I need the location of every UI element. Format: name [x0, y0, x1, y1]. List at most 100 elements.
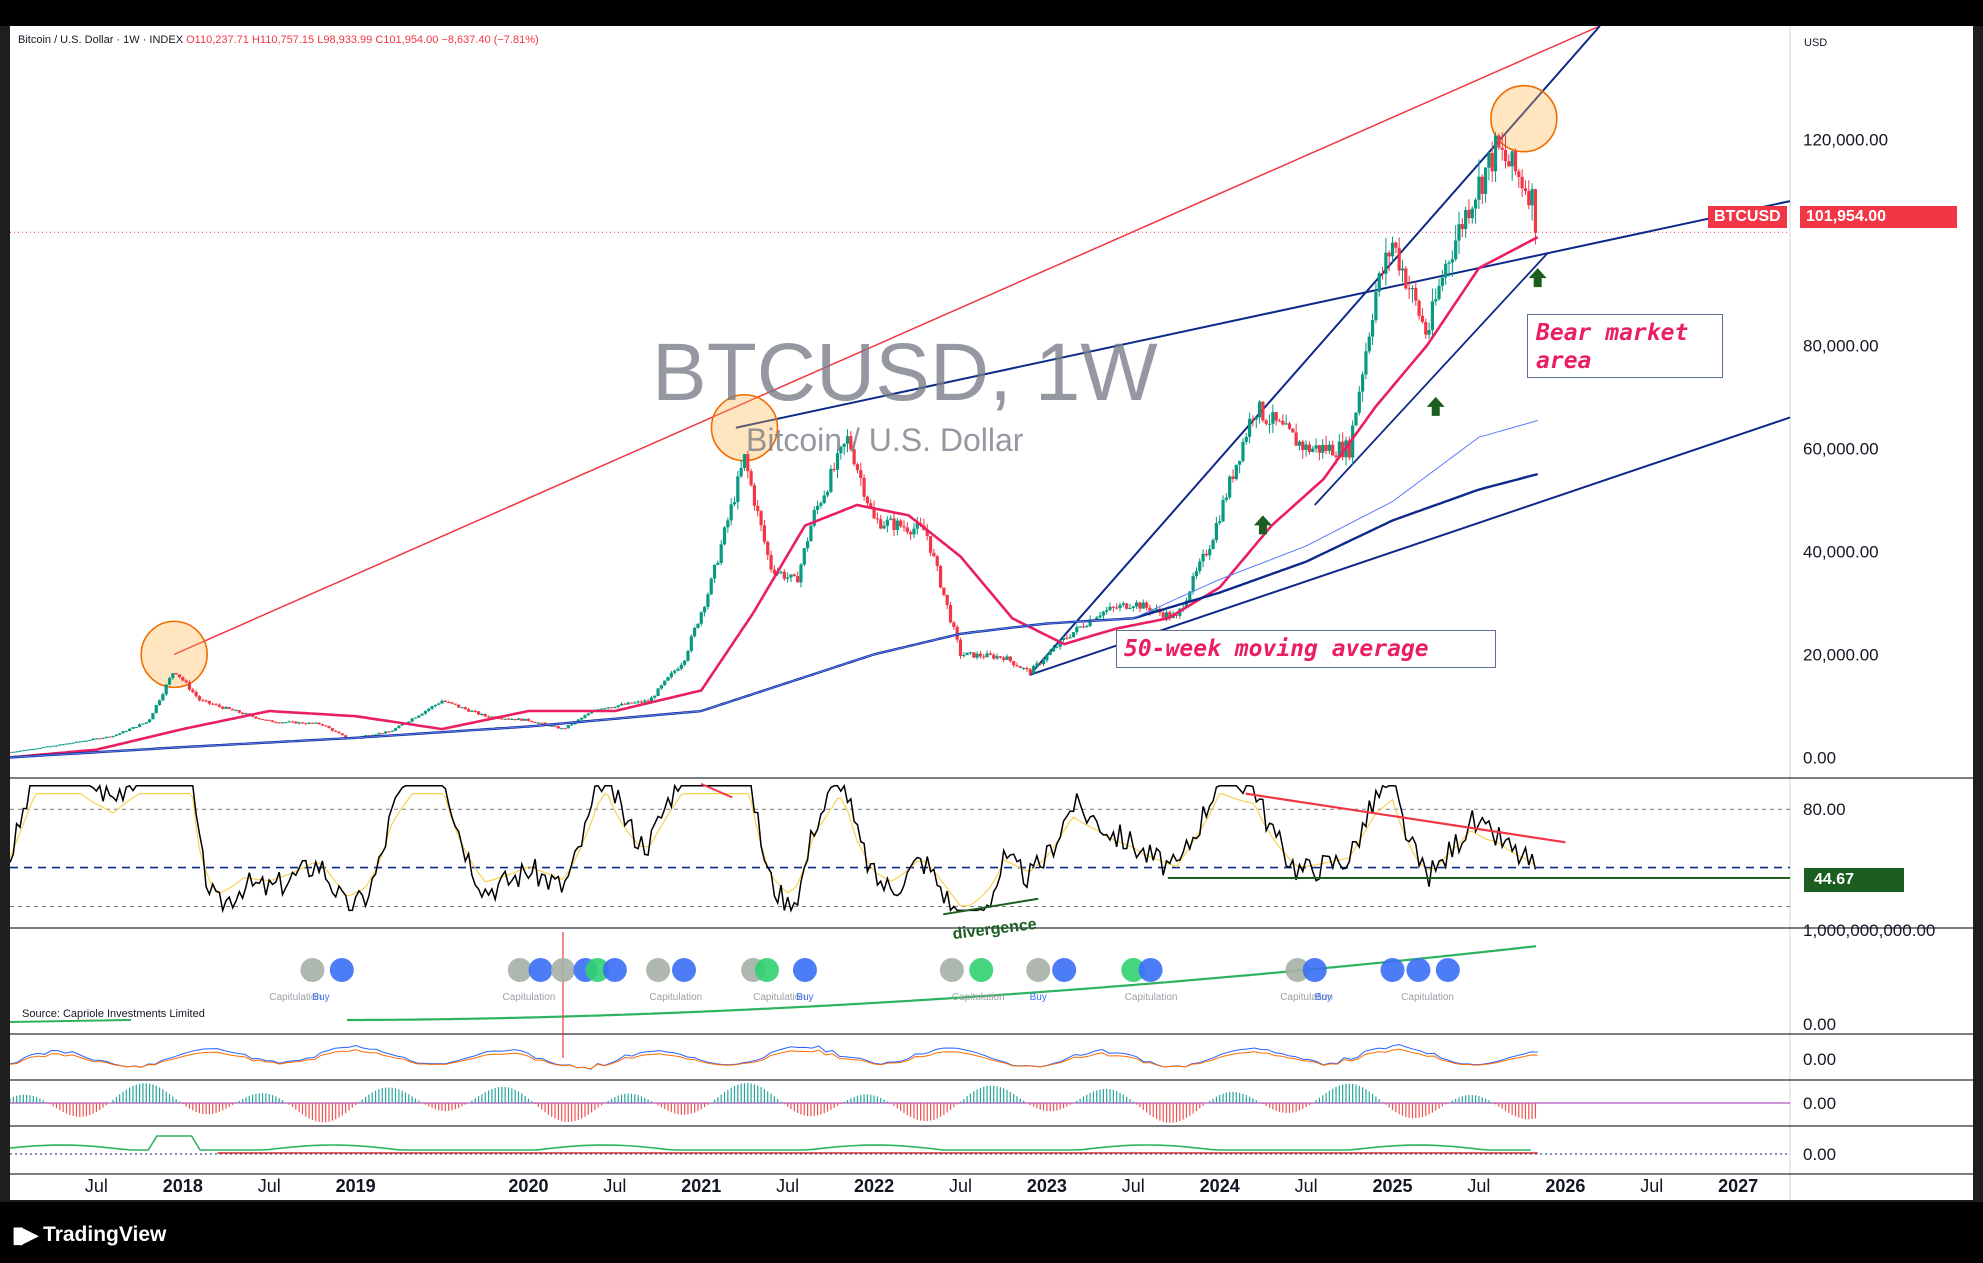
candle-body — [1387, 252, 1391, 257]
candle-body — [1513, 151, 1518, 172]
candle-body — [726, 520, 730, 528]
signal-label: Capitulation — [1125, 992, 1178, 1003]
candle-body — [101, 737, 105, 739]
candle-body — [267, 719, 271, 721]
change-value: −8,637.40 (−7.81%) — [441, 34, 539, 46]
x-tick-label: 2023 — [1027, 1176, 1067, 1196]
candle-body — [613, 707, 617, 709]
candle-body — [506, 718, 511, 720]
candle-body — [599, 708, 604, 710]
candle-body — [34, 748, 39, 750]
candle-body — [905, 527, 909, 533]
candle-body — [716, 562, 720, 565]
candle-body — [280, 722, 285, 724]
candle-body — [1327, 444, 1331, 451]
candle-body — [1075, 627, 1079, 633]
candle-body — [1321, 444, 1325, 453]
candle-body — [221, 706, 225, 709]
candle-body — [1523, 188, 1528, 192]
candle-body — [387, 731, 391, 733]
candle-body — [1464, 209, 1468, 229]
signal-label: Capitulation — [952, 992, 1005, 1003]
candle-body — [1111, 606, 1115, 608]
candle-body — [1251, 418, 1255, 420]
candle-body — [779, 571, 783, 573]
candle-body — [769, 554, 773, 570]
x-tick-label: 2027 — [1718, 1176, 1758, 1196]
candle-body — [570, 724, 574, 726]
candle-body — [397, 725, 401, 729]
candle-body — [310, 722, 315, 724]
x-tick-label: 2026 — [1545, 1176, 1585, 1196]
candle-body — [865, 496, 870, 504]
candle-body — [902, 526, 906, 528]
bear-market-line2: area — [1536, 348, 1592, 374]
candle-body — [673, 670, 677, 673]
candle-body — [1131, 606, 1135, 608]
candle-body — [290, 721, 295, 723]
candle-body — [1364, 351, 1368, 375]
green-up-arrow-icon — [1426, 396, 1445, 416]
candle-body — [792, 574, 796, 577]
candle-body — [1510, 151, 1514, 167]
candle-body — [889, 518, 893, 520]
candle-body — [516, 718, 521, 720]
capitulation-signal-dot — [646, 958, 671, 982]
candle-body — [799, 564, 803, 583]
candle-body — [1367, 336, 1371, 352]
candle-body — [606, 707, 610, 709]
currency-label: USD — [1804, 37, 1828, 49]
signal-label: Capitulation — [649, 992, 702, 1003]
candle-body — [1284, 423, 1288, 425]
candle-body — [1460, 224, 1464, 229]
source-label: Source: Capriole Investments Limited — [22, 1008, 205, 1020]
candle-body — [31, 749, 35, 751]
signal-label: Capitulation — [1401, 992, 1454, 1003]
candle-body — [699, 612, 703, 624]
candle-body — [1218, 521, 1222, 524]
candle-body — [566, 725, 570, 729]
candle-body — [882, 525, 886, 529]
candle-body — [825, 491, 830, 496]
candle-body — [1347, 440, 1351, 458]
tradingview-logo[interactable]: ▮▶ TradingView — [12, 1222, 166, 1248]
candle-body — [872, 507, 876, 519]
candle-body — [1470, 208, 1474, 219]
candle-body — [1055, 646, 1059, 648]
candle-body — [1361, 374, 1365, 392]
candle-body — [1334, 455, 1338, 458]
candle-body — [1527, 191, 1531, 206]
candle-body — [231, 708, 235, 711]
candle-body — [1095, 617, 1099, 621]
candle-body — [995, 656, 999, 659]
candle-body — [44, 746, 49, 748]
candle-body — [762, 525, 767, 542]
candle-body — [706, 594, 710, 607]
chart-panel[interactable]: 0.00 20,000.00 40,000.00 60,000.00 80,000.00… — [10, 26, 1973, 1200]
candle-body — [430, 706, 434, 709]
candle-body — [1341, 441, 1345, 458]
price-chart[interactable]: 0.00 20,000.00 40,000.00 60,000.00 80,000.00… — [10, 26, 1973, 1200]
candle-body — [61, 744, 65, 746]
candle-body — [1424, 321, 1428, 335]
candle-body — [659, 685, 663, 689]
candle-body — [589, 711, 594, 714]
candle-body — [1144, 602, 1149, 608]
candle-body — [297, 722, 301, 724]
candle-body — [237, 710, 241, 713]
bear-market-note: Bear market area — [1527, 314, 1723, 378]
candle-body — [669, 672, 673, 678]
candle-body — [413, 717, 418, 719]
top-bar — [0, 0, 1983, 26]
candle-body — [992, 654, 996, 659]
candle-body — [257, 718, 261, 720]
candle-body — [782, 571, 786, 579]
candle-body — [536, 722, 541, 724]
candle-body — [1121, 603, 1125, 606]
candle-body — [962, 655, 966, 657]
candle-body — [54, 745, 59, 747]
candle-body — [1517, 171, 1521, 177]
candle-body — [626, 702, 630, 705]
candle-body — [822, 495, 826, 504]
candle-body — [400, 724, 404, 726]
